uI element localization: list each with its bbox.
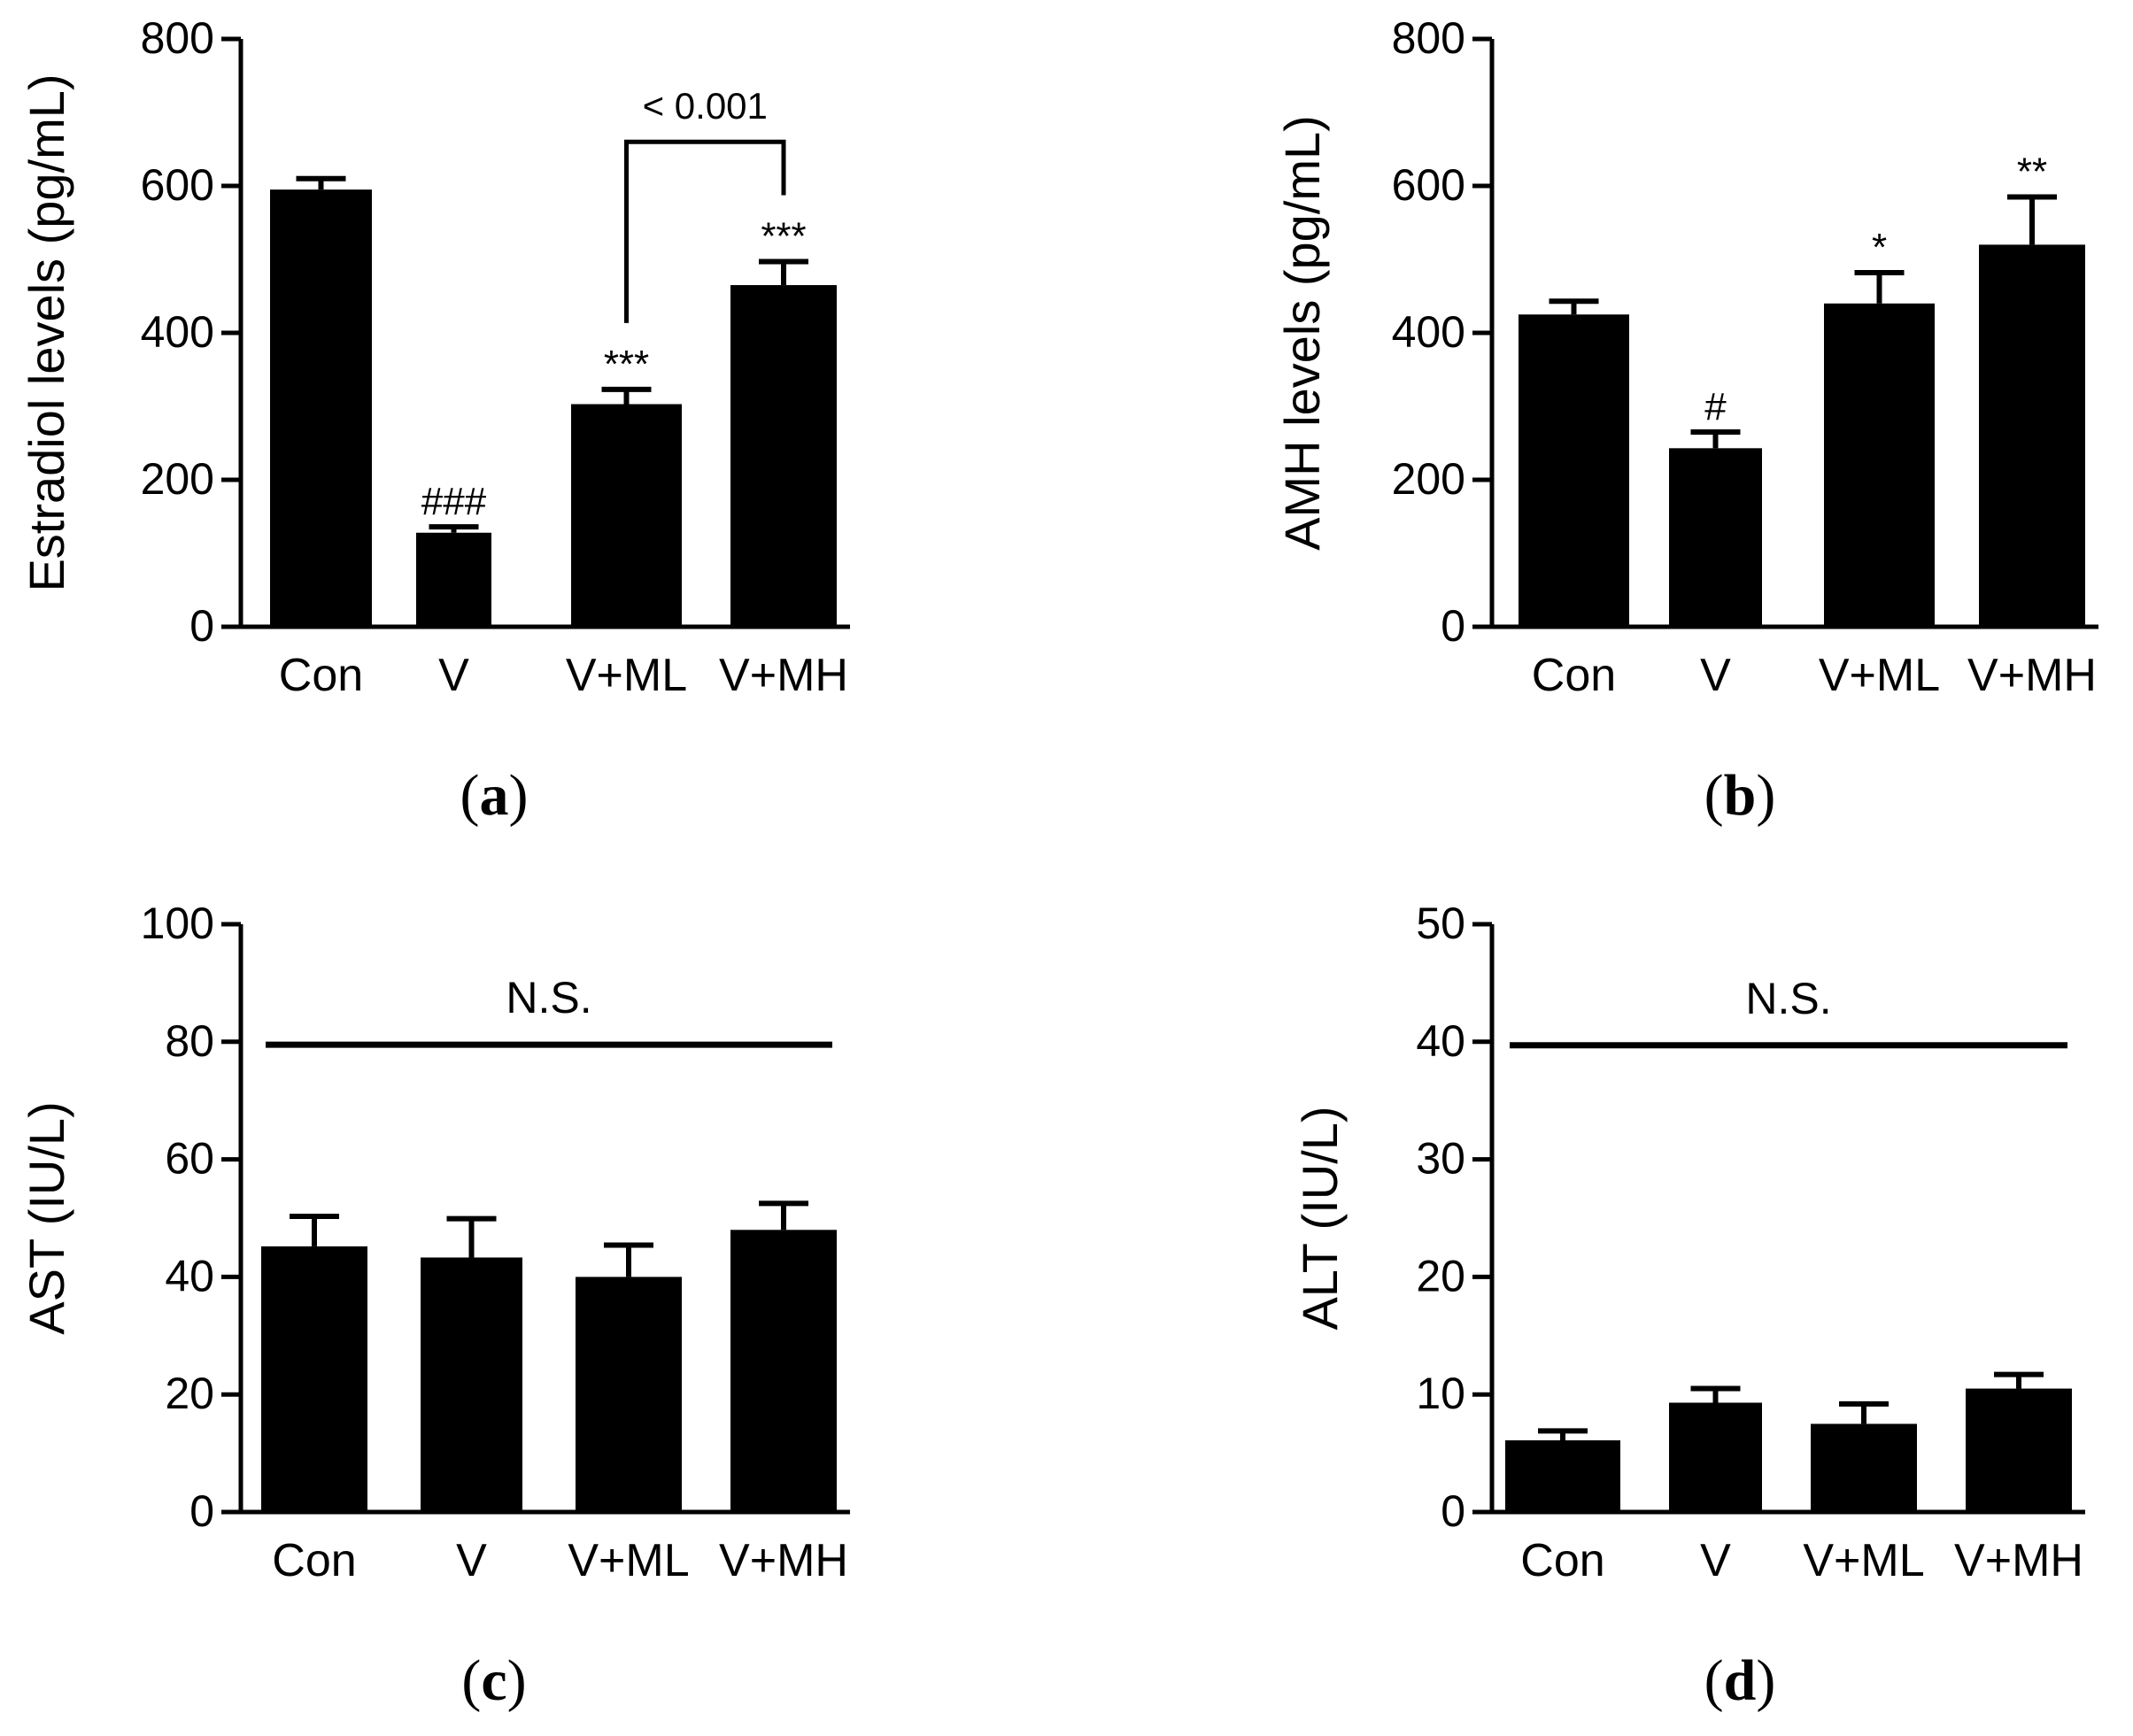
bar-con (270, 189, 372, 627)
bar-v-ml (571, 404, 682, 627)
significance-label: * (1872, 226, 1887, 269)
chart-panel-a: 0 200 400 600 800 Estradiol levels (pg/mL) Con… (19, 13, 850, 828)
y-tick-label: 200 (1392, 454, 1465, 504)
panel-label: (b) (1704, 763, 1776, 828)
x-tick-label: V+ML (1803, 1535, 1924, 1586)
x-tick-label: Con (272, 1535, 356, 1586)
y-tick-label: 20 (165, 1369, 214, 1418)
y-tick-label: 200 (141, 454, 214, 504)
chart-panel-c: 0 20 40 60 80 100 AST (IU/L) Con V V+ML V+MH N.S. (c… (19, 899, 850, 1713)
y-axis-title: AST (IU/L) (19, 1101, 74, 1334)
bar-v (421, 1257, 522, 1512)
bar-v-mh (730, 1230, 837, 1512)
y-axis-title: AMH levels (pg/mL) (1274, 115, 1330, 551)
significance-label: # (1704, 385, 1727, 428)
x-tick-label: V (438, 650, 469, 701)
y-tick-label: 60 (165, 1134, 214, 1184)
y-tick-label: 10 (1416, 1369, 1465, 1418)
significance-label: ** (2017, 150, 2047, 193)
comparison-p-value: < 0.001 (643, 85, 768, 127)
y-tick-label: 80 (165, 1016, 214, 1066)
bar-con (261, 1246, 367, 1512)
x-tick-label: V+MH (1967, 650, 2097, 701)
y-tick-label: 20 (1416, 1251, 1465, 1300)
y-axis-title: Estradiol levels (pg/mL) (19, 73, 74, 591)
x-tick-label: V+MH (719, 650, 848, 701)
x-tick-label: V (456, 1535, 487, 1586)
x-tick-label: Con (1520, 1535, 1604, 1586)
bar-con (1519, 314, 1629, 627)
bar-v (1669, 1402, 1762, 1512)
y-tick-label: 800 (1392, 13, 1465, 63)
bar-v (416, 532, 491, 627)
bar-con (1505, 1439, 1620, 1512)
comparison-bracket (624, 139, 786, 323)
chart-panel-d: 0 10 20 30 40 50 ALT (IU/L) Con V V+ML V+MH N.S. (d) (1292, 899, 2085, 1713)
y-tick-label: 600 (141, 160, 214, 210)
significance-label: ### (421, 480, 487, 523)
bar-v-ml (576, 1277, 682, 1512)
y-tick-label: 400 (141, 307, 214, 357)
x-tick-label: V (1700, 1535, 1731, 1586)
y-tick-label: 0 (1441, 1486, 1465, 1536)
y-tick-label: 400 (1392, 307, 1465, 357)
x-tick-label: Con (279, 650, 363, 701)
y-tick-label: 600 (1392, 160, 1465, 210)
y-tick-label: 40 (1416, 1016, 1465, 1066)
y-tick-label: 0 (1441, 601, 1465, 651)
y-tick-label: 0 (189, 1486, 214, 1536)
significance-label: *** (604, 343, 649, 386)
x-tick-label: Con (1532, 650, 1616, 701)
x-tick-label: V+MH (719, 1535, 848, 1586)
x-tick-label: V+ML (568, 1535, 689, 1586)
bar-v-mh (1966, 1388, 2072, 1512)
y-tick-label: 800 (141, 13, 214, 63)
ns-label: N.S. (506, 973, 591, 1022)
y-tick-label: 30 (1416, 1134, 1465, 1184)
panel-label: (c) (461, 1648, 526, 1713)
panel-label: (a) (460, 763, 529, 828)
panel-label: (d) (1704, 1648, 1776, 1713)
y-tick-label: 40 (165, 1251, 214, 1300)
y-tick-label: 100 (141, 899, 214, 948)
chart-panel-b: 0 200 400 600 800 AMH levels (pg/mL) Con V # V+ML… (1274, 13, 2098, 828)
x-tick-label: V+MH (1954, 1535, 2083, 1586)
y-tick-label: 50 (1416, 899, 1465, 948)
bar-v (1669, 448, 1762, 627)
bar-v-ml (1824, 303, 1935, 627)
x-tick-label: V+ML (566, 650, 687, 701)
significance-label: *** (761, 214, 806, 258)
x-tick-label: V+ML (1819, 650, 1940, 701)
y-axis-title: ALT (IU/L) (1292, 1106, 1348, 1330)
bar-v-mh (730, 285, 837, 627)
bar-v-mh (1979, 244, 2085, 627)
bar-v-ml (1811, 1424, 1917, 1512)
y-tick-label: 0 (189, 601, 214, 651)
ns-label: N.S. (1745, 974, 1831, 1023)
x-tick-label: V (1700, 650, 1731, 701)
